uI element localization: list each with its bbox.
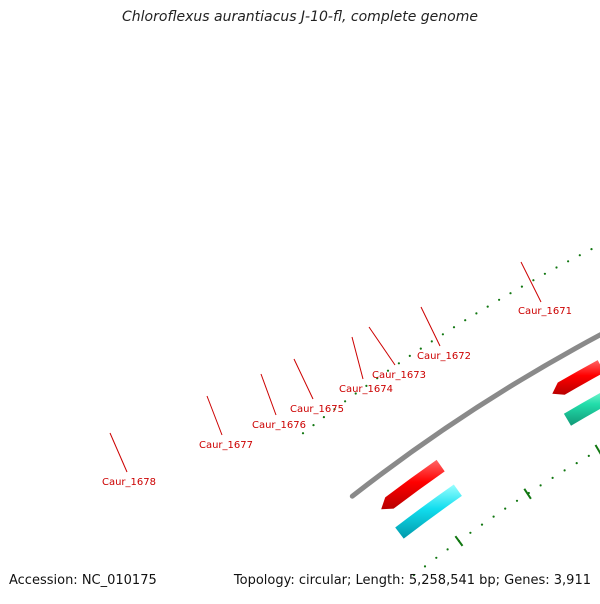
inner-dot bbox=[481, 524, 483, 526]
gene-labels: Caur_1671 Caur_1672 Caur_1673 Caur_1674 Caur… bbox=[102, 306, 572, 488]
label-leaders bbox=[110, 262, 541, 472]
scale-dot bbox=[590, 248, 592, 250]
accession-text: Accession: NC_010175 bbox=[9, 573, 157, 588]
inner-dot bbox=[540, 484, 542, 486]
scale-dot bbox=[431, 340, 433, 342]
inner-tick bbox=[596, 445, 600, 455]
scale-dot bbox=[579, 254, 581, 256]
scale-dot bbox=[498, 299, 500, 301]
scale-dot bbox=[487, 306, 489, 308]
inner-dot bbox=[424, 565, 426, 567]
scale-dot bbox=[532, 279, 534, 281]
label-leader bbox=[294, 359, 313, 399]
scale-dot bbox=[442, 333, 444, 335]
scale-dot bbox=[323, 416, 325, 418]
inner-dot bbox=[576, 462, 578, 464]
label-leader bbox=[521, 262, 541, 302]
gene-arrow bbox=[552, 360, 600, 395]
gene-features bbox=[381, 153, 600, 539]
gene-label: Caur_1676 bbox=[252, 420, 306, 431]
scale-dot bbox=[398, 362, 400, 364]
scale-dot bbox=[567, 260, 569, 262]
gene-label: Caur_1673 bbox=[372, 370, 426, 381]
scale-ring bbox=[302, 46, 600, 434]
scale-dot bbox=[453, 326, 455, 328]
inner-dot bbox=[552, 477, 554, 479]
inner-ring bbox=[413, 226, 600, 576]
gene-label: Caur_1674 bbox=[339, 384, 393, 395]
gene-label: Caur_1675 bbox=[290, 404, 344, 415]
gene-label: Caur_1671 bbox=[518, 306, 572, 317]
scale-dot bbox=[344, 400, 346, 402]
label-leader bbox=[352, 337, 363, 379]
gene-label: Caur_1672 bbox=[417, 351, 471, 362]
scale-dot bbox=[555, 266, 557, 268]
label-leader bbox=[207, 396, 222, 435]
inner-tick bbox=[455, 536, 462, 546]
inner-dot bbox=[447, 548, 449, 550]
gene-label: Caur_1677 bbox=[199, 440, 253, 451]
inner-dot bbox=[435, 557, 437, 559]
inner-dot bbox=[493, 516, 495, 518]
scale-dot bbox=[544, 273, 546, 275]
inner-dot bbox=[504, 508, 506, 510]
label-leader bbox=[261, 374, 276, 415]
inner-dot bbox=[516, 500, 518, 502]
inner-dot bbox=[469, 532, 471, 534]
inner-tick bbox=[524, 489, 531, 499]
gene-arrow bbox=[564, 386, 600, 425]
label-leader bbox=[110, 433, 127, 472]
scale-dot bbox=[409, 355, 411, 357]
scale-dot bbox=[464, 319, 466, 321]
scale-dot bbox=[509, 292, 511, 294]
gene-label: Caur_1678 bbox=[102, 477, 156, 488]
scale-dot bbox=[475, 312, 477, 314]
scale-dot bbox=[521, 286, 523, 288]
genome-summary: Topology: circular; Length: 5,258,541 bp… bbox=[234, 573, 591, 588]
inner-dot bbox=[588, 455, 590, 457]
label-leader bbox=[421, 307, 440, 346]
scale-dot bbox=[420, 348, 422, 350]
inner-dot bbox=[564, 469, 566, 471]
scale-dot bbox=[312, 424, 314, 426]
scale-dot bbox=[302, 432, 304, 434]
label-leader bbox=[369, 327, 395, 365]
map-title: Chloroflexus aurantiacus J-10-fl, comple… bbox=[0, 9, 600, 25]
